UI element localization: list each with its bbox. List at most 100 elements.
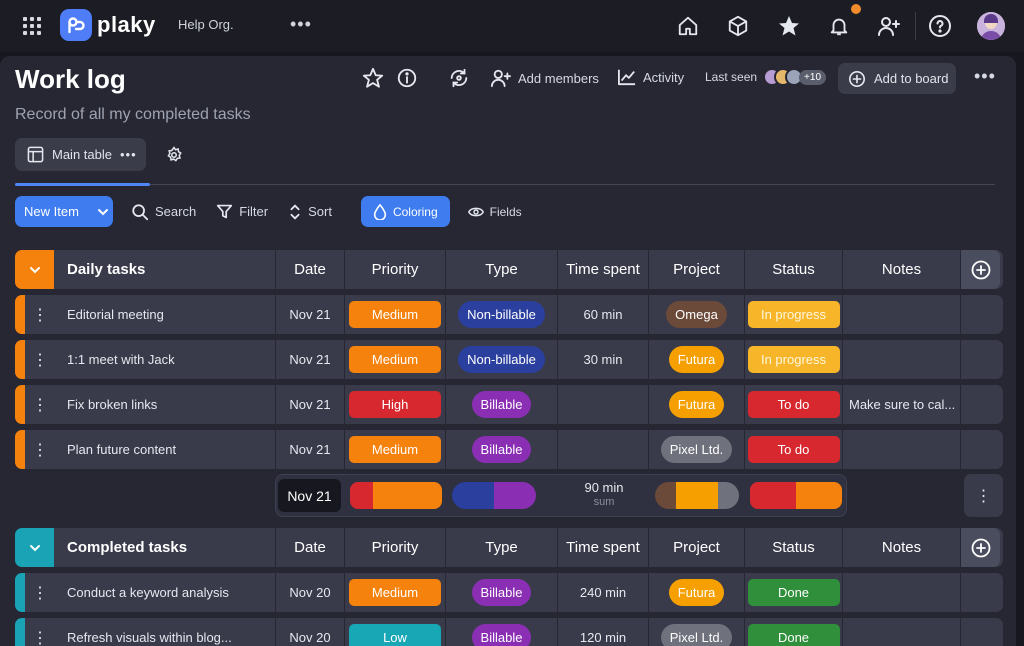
sort-button[interactable]: Sort xyxy=(288,203,332,221)
time-spent-cell[interactable] xyxy=(558,430,649,469)
group-collapse-button[interactable] xyxy=(15,250,54,289)
priority-cell[interactable]: Medium xyxy=(345,340,446,379)
item-name[interactable]: Fix broken links xyxy=(55,385,276,424)
type-cell[interactable]: Billable xyxy=(446,573,558,612)
filter-button[interactable]: Filter xyxy=(216,203,268,220)
priority-cell[interactable]: Medium xyxy=(345,430,446,469)
priority-cell[interactable]: Medium xyxy=(345,573,446,612)
status-cell[interactable]: Done xyxy=(745,573,843,612)
add-user-icon[interactable] xyxy=(876,13,902,39)
priority-cell[interactable]: Low xyxy=(345,618,446,646)
row-menu-button[interactable]: ⋮ xyxy=(32,396,48,414)
last-seen[interactable]: Last seen +10 xyxy=(705,68,827,86)
item-name[interactable]: Editorial meeting xyxy=(55,295,276,334)
user-avatar[interactable] xyxy=(977,12,1005,40)
add-members-button[interactable]: Add members xyxy=(490,68,599,88)
row-menu-button[interactable]: ⋮ xyxy=(32,629,48,646)
notes-cell[interactable]: Make sure to cal... xyxy=(843,385,961,424)
project-cell[interactable]: Futura xyxy=(649,340,745,379)
notes-cell[interactable] xyxy=(843,618,961,646)
apps-grid-icon[interactable] xyxy=(22,16,42,36)
row-menu-button[interactable]: ⋮ xyxy=(32,441,48,459)
cube-icon[interactable] xyxy=(725,13,751,39)
new-item-button[interactable]: New Item xyxy=(15,196,113,227)
date-cell[interactable]: Nov 21 xyxy=(276,385,345,424)
sync-icon[interactable] xyxy=(448,67,470,89)
item-name[interactable]: 1:1 meet with Jack xyxy=(55,340,276,379)
tab-main-table[interactable]: Main table ••• xyxy=(15,138,146,171)
type-summary-bar[interactable] xyxy=(452,482,536,509)
column-header-project[interactable]: Project xyxy=(649,250,745,289)
column-header-date[interactable]: Date xyxy=(276,250,345,289)
priority-cell[interactable]: High xyxy=(345,385,446,424)
date-cell[interactable]: Nov 21 xyxy=(276,295,345,334)
column-header-type[interactable]: Type xyxy=(446,528,558,567)
group-title[interactable]: Completed tasks xyxy=(54,528,276,567)
type-cell[interactable]: Billable xyxy=(446,385,558,424)
priority-cell[interactable]: Medium xyxy=(345,295,446,334)
activity-button[interactable]: Activity xyxy=(617,68,684,86)
search-button[interactable]: Search xyxy=(131,203,196,221)
status-cell[interactable]: To do xyxy=(745,430,843,469)
summary-date[interactable]: Nov 21 xyxy=(278,479,341,512)
project-cell[interactable]: Omega xyxy=(649,295,745,334)
project-cell[interactable]: Pixel Ltd. xyxy=(649,618,745,646)
organization-name[interactable]: Help Org. xyxy=(178,17,234,32)
row-menu-button[interactable]: ⋮ xyxy=(32,351,48,369)
date-cell[interactable]: Nov 21 xyxy=(276,340,345,379)
date-cell[interactable]: Nov 20 xyxy=(276,618,345,646)
column-header-date[interactable]: Date xyxy=(276,528,345,567)
status-cell[interactable]: In progress xyxy=(745,340,843,379)
row-menu-button[interactable]: ⋮ xyxy=(32,584,48,602)
summary-more-button[interactable]: ⋮ xyxy=(964,474,1003,517)
type-cell[interactable]: Non-billable xyxy=(446,340,558,379)
info-icon[interactable] xyxy=(396,67,418,89)
board-title[interactable]: Work log xyxy=(15,64,126,94)
column-header-notes[interactable]: Notes xyxy=(843,528,961,567)
column-header-priority[interactable]: Priority xyxy=(345,528,446,567)
time-spent-summary[interactable]: 90 min sum xyxy=(564,481,644,509)
board-more-button[interactable]: ••• xyxy=(974,66,996,86)
column-header-project[interactable]: Project xyxy=(649,528,745,567)
star-icon[interactable] xyxy=(776,13,802,39)
date-cell[interactable]: Nov 21 xyxy=(276,430,345,469)
time-spent-cell[interactable]: 60 min xyxy=(558,295,649,334)
date-cell[interactable]: Nov 20 xyxy=(276,573,345,612)
column-header-status[interactable]: Status xyxy=(745,250,843,289)
group-title[interactable]: Daily tasks xyxy=(54,250,276,289)
project-cell[interactable]: Futura xyxy=(649,573,745,612)
row-menu-button[interactable]: ⋮ xyxy=(32,306,48,324)
time-spent-cell[interactable]: 120 min xyxy=(558,618,649,646)
help-icon[interactable] xyxy=(927,13,953,39)
group-collapse-button[interactable] xyxy=(15,528,54,567)
time-spent-cell[interactable] xyxy=(558,385,649,424)
coloring-button[interactable]: Coloring xyxy=(360,196,450,227)
project-summary-bar[interactable] xyxy=(655,482,739,509)
project-cell[interactable]: Pixel Ltd. xyxy=(649,430,745,469)
fields-button[interactable]: Fields xyxy=(467,205,522,219)
board-subtitle[interactable]: Record of all my completed tasks xyxy=(15,106,251,123)
notes-cell[interactable] xyxy=(843,430,961,469)
column-header-status[interactable]: Status xyxy=(745,528,843,567)
add-to-board-button[interactable]: Add to board xyxy=(838,63,956,94)
add-column-button[interactable] xyxy=(961,250,1000,289)
item-name[interactable]: Refresh visuals within blog... xyxy=(55,618,276,646)
notes-cell[interactable] xyxy=(843,573,961,612)
status-cell[interactable]: To do xyxy=(745,385,843,424)
project-cell[interactable]: Futura xyxy=(649,385,745,424)
gear-icon[interactable] xyxy=(165,146,183,164)
column-header-priority[interactable]: Priority xyxy=(345,250,446,289)
notes-cell[interactable] xyxy=(843,340,961,379)
notes-cell[interactable] xyxy=(843,295,961,334)
status-cell[interactable]: In progress xyxy=(745,295,843,334)
column-header-notes[interactable]: Notes xyxy=(843,250,961,289)
type-cell[interactable]: Billable xyxy=(446,430,558,469)
priority-summary-bar[interactable] xyxy=(350,482,442,509)
column-header-type[interactable]: Type xyxy=(446,250,558,289)
tab-more-button[interactable]: ••• xyxy=(119,147,137,162)
bell-icon[interactable] xyxy=(826,13,852,39)
organization-more-button[interactable]: ••• xyxy=(290,14,312,34)
time-spent-cell[interactable]: 30 min xyxy=(558,340,649,379)
type-cell[interactable]: Non-billable xyxy=(446,295,558,334)
favorite-star-icon[interactable] xyxy=(362,67,384,89)
